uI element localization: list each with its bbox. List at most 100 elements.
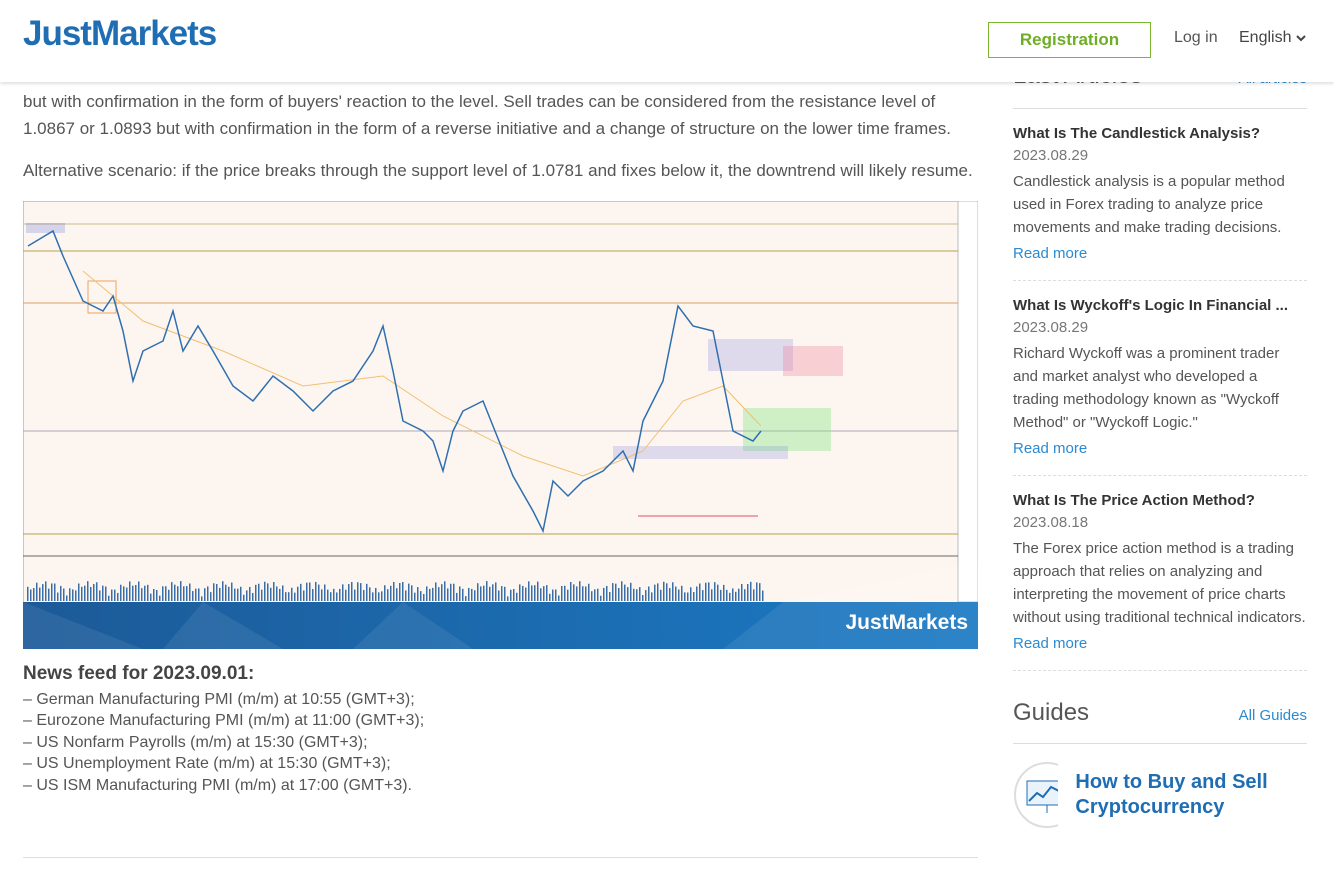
guide-icon [1014,762,1059,828]
volume-bar [78,582,80,601]
volume-bar [315,581,317,601]
volume-bar [93,583,95,601]
volume-bar [585,586,587,601]
read-more-link[interactable]: Read more [1013,440,1088,457]
volume-bar [423,593,425,601]
volume-bar [483,585,485,601]
volume-bar [513,588,515,601]
volume-bar [525,587,527,601]
volume-bar [447,587,449,601]
volume-bar [705,582,707,601]
article-title[interactable]: What Is The Candlestick Analysis? [1013,125,1261,142]
volume-bar [393,581,395,601]
volume-bar [192,590,194,601]
volume-bar [546,584,548,601]
header: JustMarkets Registration Log in English [0,0,1334,82]
volume-bar [42,583,44,601]
volume-bar [621,580,623,601]
all-guides-link[interactable]: All Guides [1238,707,1307,724]
volume-bar [645,589,647,601]
volume-bar [348,583,350,601]
volume-bar [699,582,701,601]
divider [23,857,978,858]
volume-bar [318,584,320,601]
volume-bar [429,588,431,601]
volume-bar [51,582,53,601]
logo[interactable]: JustMarkets [23,14,217,53]
volume-bar [624,584,626,601]
volume-bar [369,586,371,601]
volume-bar [81,586,83,601]
volume-bar [573,583,575,601]
volume-bar [354,589,356,601]
volume-bar [207,585,209,601]
volume-bar [396,587,398,601]
section-title: Guides [1013,699,1090,726]
volume-bar [588,583,590,601]
volume-bar [108,595,110,601]
volume-bar [744,588,746,601]
volume-bar [612,582,614,601]
volume-bar [195,588,197,601]
login-link[interactable]: Log in [1174,29,1218,46]
volume-bar [435,581,437,601]
volume-bar [102,585,104,601]
volume-bar [288,591,290,601]
volume-bar [144,585,146,601]
volume-bar [153,588,155,601]
volume-bar [453,583,455,601]
volume-bar [639,586,641,601]
volume-panel [27,580,764,601]
guide-card[interactable]: How to Buy and Sell Cryptocurrency [1013,761,1307,829]
article-card: What Is The Candlestick Analysis? 2023.08… [1013,109,1307,281]
volume-bar [567,589,569,601]
volume-bar [426,585,428,601]
volume-bar [762,590,764,601]
volume-bar [252,592,254,601]
registration-button[interactable]: Registration [988,22,1151,58]
volume-bar [333,588,335,601]
article-list: What Is The Candlestick Analysis? 2023.08… [1013,109,1307,671]
volume-bar [606,585,608,601]
volume-bar [36,582,38,601]
news-feed: News feed for 2023.09.01: – German Manuf… [23,663,978,797]
article-title[interactable]: What Is The Price Action Method? [1013,492,1255,509]
volume-bar [150,593,152,601]
volume-bar [342,583,344,601]
volume-bar [675,586,677,601]
volume-bar [147,584,149,601]
volume-bar [96,581,98,601]
volume-bar [690,586,692,601]
volume-bar [279,588,281,601]
volume-bar [633,588,635,601]
banner [23,601,978,649]
read-more-link[interactable]: Read more [1013,635,1088,652]
article-title[interactable]: What Is Wyckoff's Logic In Financial ... [1013,297,1288,314]
article-date: 2023.08.18 [1013,514,1089,531]
volume-bar [174,584,176,601]
volume-bar [591,590,593,601]
article-text: Richard Wyckoff was a prominent trader a… [1013,345,1280,431]
read-more-link[interactable]: Read more [1013,245,1088,262]
volume-bar [324,583,326,601]
volume-bar [708,581,710,601]
volume-bar [63,588,65,601]
volume-bar [126,587,128,601]
sidebar: Last Articles All articles What Is The C… [1013,62,1307,829]
volume-bar [72,588,74,601]
volume-bar [615,583,617,601]
language-select[interactable]: English [1239,29,1306,47]
volume-bar [171,581,173,601]
volume-bar [357,581,359,601]
volume-bar [366,583,368,601]
volume-bar [75,589,77,601]
guide-title[interactable]: How to Buy and Sell Cryptocurrency [1075,771,1268,818]
news-item: – US ISM Manufacturing PMI (m/m) at 17:0… [23,776,412,794]
volume-bar [321,588,323,601]
volume-bar [273,581,275,601]
volume-bar [222,580,224,601]
volume-bar [114,589,116,601]
article: but with confirmation in the form of buy… [23,89,978,796]
volume-bar [471,588,473,601]
volume-bar [240,586,242,601]
